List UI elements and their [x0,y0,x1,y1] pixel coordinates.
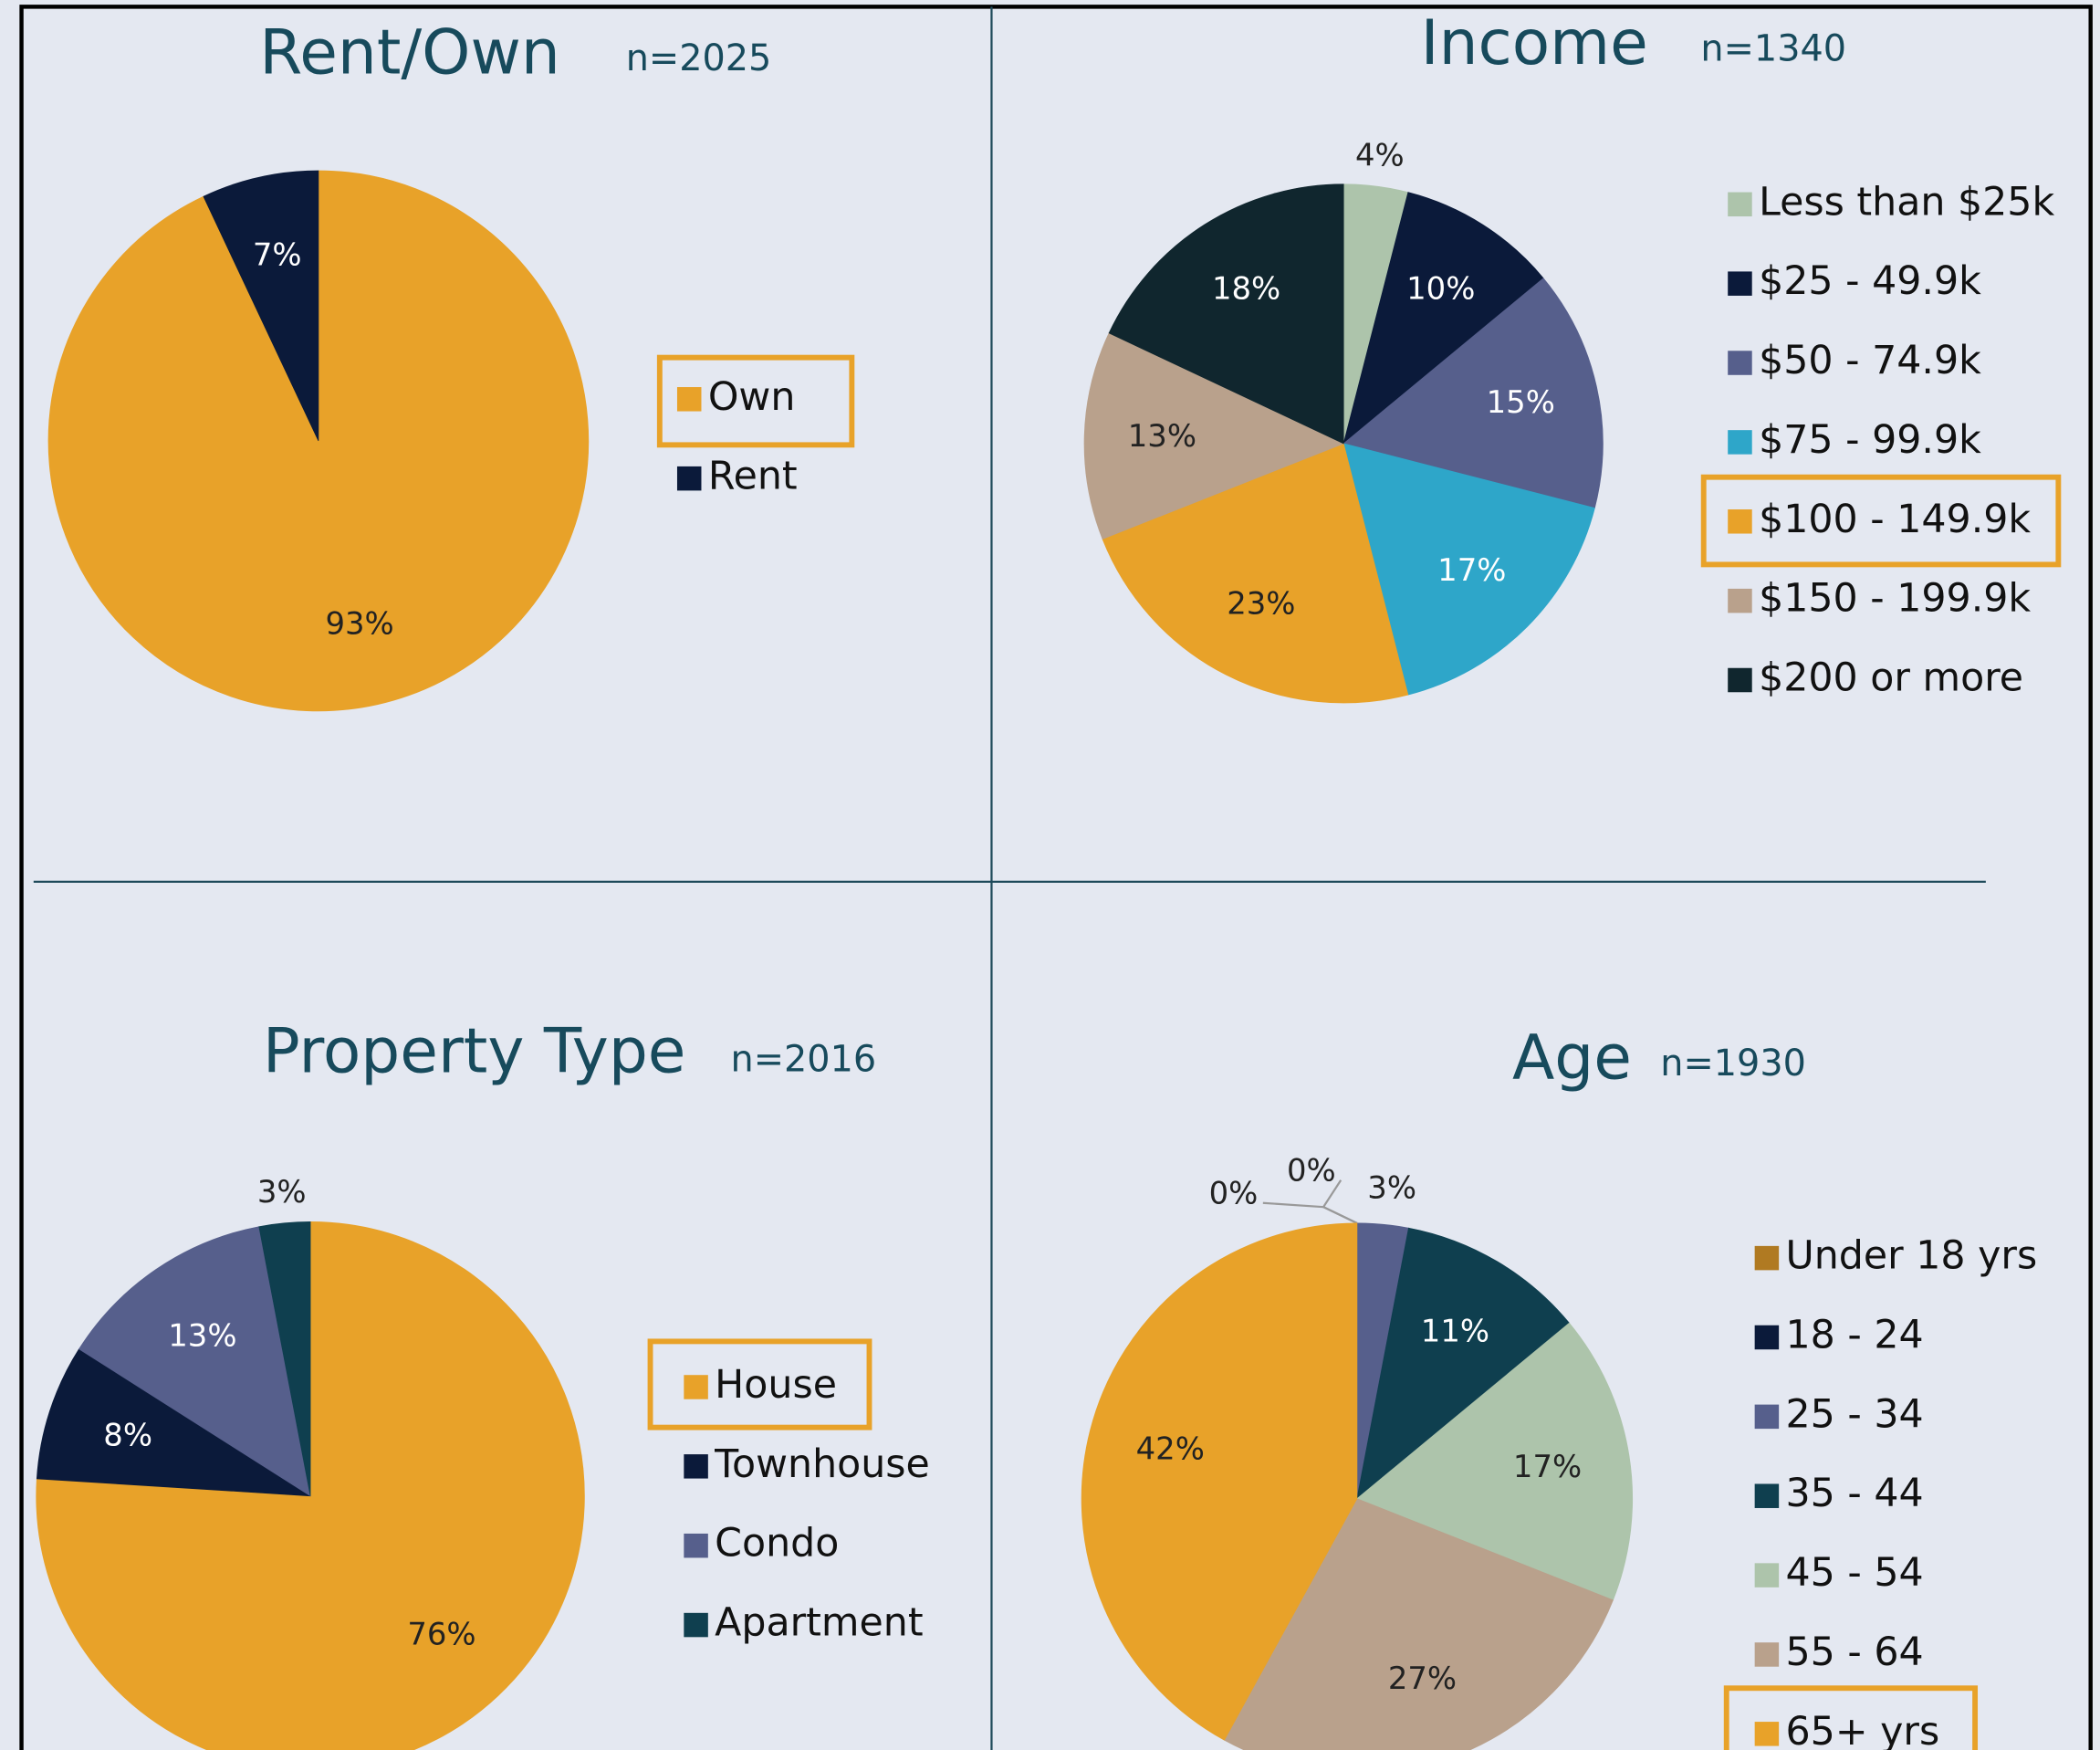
chart-subtitle: n=1340 [1700,27,1846,69]
legend-swatch [1754,1325,1780,1350]
legend-label: $200 or more [1759,655,2023,701]
frame [19,5,2093,1750]
pie-slice [1356,1322,1634,1601]
pie-slice [258,1221,311,1496]
legend-label: 35 - 44 [1786,1471,1924,1516]
pie-slice [78,1226,311,1497]
leader-line [1322,1179,1358,1224]
legend-label: $150 - 199.9k [1759,576,2031,622]
legend-label: 65+ yrs [1786,1709,1940,1750]
highlight-box [647,1338,872,1430]
legend-label: 18 - 24 [1786,1312,1924,1357]
legend-label: Less than $25k [1759,179,2054,225]
data-label: 23% [1227,586,1295,622]
chart-title: Income [1421,6,1648,79]
highlight-box [1700,474,2062,568]
data-label: 15% [1487,384,1555,420]
chart-title: Age [1512,1022,1632,1094]
legend-swatch [1728,588,1752,613]
chart-title: Rent/Own [259,16,560,88]
legend-swatch [684,1612,708,1638]
legend-swatch [1754,1245,1780,1271]
pie-slice [1343,278,1604,508]
legend-label: $25 - 49.9k [1759,258,1981,304]
legend-label: $100 - 149.9k [1759,497,2031,542]
data-label: 18% [1212,270,1280,306]
highlight-box [1723,1685,1979,1750]
data-label: 13% [168,1317,236,1353]
data-label: 13% [1128,418,1196,454]
legend-label: House [715,1362,837,1408]
legend-swatch [1728,351,1752,375]
legend-label: 25 - 34 [1786,1391,1924,1437]
legend-swatch [1728,271,1752,296]
legend-label: 55 - 64 [1786,1629,1924,1675]
data-label: 3% [1367,1170,1416,1206]
pie-slice [36,1348,311,1497]
legend-swatch [1728,667,1752,693]
data-label: 93% [325,606,393,642]
legend-swatch [684,1375,708,1399]
legend-swatch [1754,1483,1780,1508]
legend-swatch [1754,1642,1780,1667]
legend-swatch [1728,509,1752,534]
pie-slice [1102,443,1409,704]
data-label: 17% [1437,552,1506,588]
data-label: 17% [1513,1449,1582,1484]
legend-swatch [1728,192,1752,217]
legend-swatch [676,466,702,491]
legend-label: Rent [708,454,798,499]
data-label: 10% [1406,270,1475,306]
data-label: 76% [407,1616,475,1651]
data-label: 7% [253,236,302,272]
pie-slice [1343,192,1544,445]
highlight-box [656,354,855,448]
legend-swatch [1754,1722,1780,1746]
legend-swatch [1728,430,1752,455]
legend-swatch [1754,1404,1780,1430]
data-label: 27% [1388,1661,1457,1696]
legend-label: Condo [715,1521,839,1567]
legend-label: Under 18 yrs [1786,1233,2038,1279]
legend-label: Townhouse [714,1441,930,1487]
pie-slice [1083,332,1345,540]
legend-swatch [676,387,702,412]
legend-swatch [684,1454,708,1479]
chart-subtitle: n=1930 [1660,1043,1806,1085]
data-label: 3% [257,1174,307,1210]
legend-label: Apartment [715,1600,923,1646]
pie-slice [1356,1227,1570,1500]
legend-swatch [1754,1563,1780,1588]
data-label: 42% [1136,1431,1205,1467]
legend-label: $75 - 99.9k [1759,417,1981,463]
pie-slice [1081,1222,1358,1741]
pie-slice [1223,1498,1614,1750]
chart-subtitle: n=2025 [626,37,772,79]
pie-slice [1343,443,1595,696]
legend-label: $50 - 74.9k [1759,338,1981,383]
legend-label: 45 - 54 [1786,1550,1924,1596]
chart-title: Property Type [263,1014,686,1086]
pie-slice [203,170,319,442]
pie-slice [1108,183,1344,445]
data-label: 8% [103,1417,152,1452]
data-label: 4% [1355,137,1405,173]
chart-subtitle: n=2016 [731,1039,877,1081]
legend-label: Own [708,374,796,420]
data-label: 11% [1421,1313,1489,1348]
data-label: 0% [1209,1175,1259,1210]
legend-swatch [684,1533,708,1558]
data-label: 0% [1287,1152,1336,1188]
